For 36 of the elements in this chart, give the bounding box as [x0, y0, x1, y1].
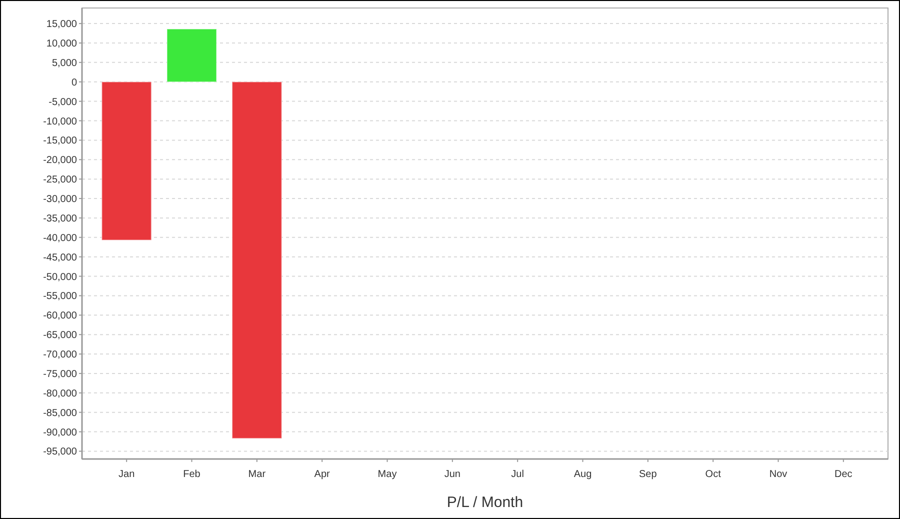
x-tick-label: Sep: [639, 469, 658, 480]
y-tick-label: -5,000: [48, 96, 78, 108]
x-tick-label: May: [378, 469, 397, 480]
y-tick-label: -95,000: [43, 446, 78, 458]
y-tick-label: -75,000: [43, 368, 78, 380]
x-tick-label: Jun: [444, 469, 460, 480]
y-tick-label: -15,000: [43, 136, 78, 147]
y-tick-label: -65,000: [43, 330, 78, 342]
y-tick-label: 5,000: [52, 58, 78, 69]
y-tick-label: -70,000: [43, 350, 78, 361]
y-tick-label: -20,000: [43, 155, 78, 166]
y-tick-label: -55,000: [43, 291, 78, 302]
y-tick-label: 10,000: [46, 38, 78, 50]
y-tick-label: -10,000: [43, 116, 78, 128]
y-tick-label: -40,000: [43, 232, 78, 244]
y-tick-label: -90,000: [43, 427, 78, 438]
y-tick-label: -25,000: [43, 174, 78, 186]
x-tick-label: Oct: [705, 469, 722, 480]
x-tick-label: Feb: [183, 469, 201, 480]
y-tick-label: 15,000: [46, 19, 78, 30]
x-tick-label: Aug: [574, 469, 592, 480]
y-tick-label: -45,000: [43, 252, 78, 264]
y-tick-label: -60,000: [43, 310, 78, 322]
x-tick-label: Apr: [314, 469, 331, 480]
y-tick-label: -80,000: [43, 388, 78, 400]
x-tick-label: Dec: [834, 469, 852, 480]
x-tick-label: Mar: [248, 469, 266, 480]
x-tick-label: Jul: [511, 469, 524, 480]
x-axis-title: P/L / Month: [446, 494, 524, 511]
y-tick-label: 0: [71, 77, 78, 88]
y-tick-label: -35,000: [43, 213, 78, 224]
y-tick-label: -85,000: [43, 408, 78, 419]
y-tick-label: -30,000: [43, 194, 78, 206]
x-tick-label: Nov: [769, 469, 788, 480]
x-tick-label: Jan: [118, 469, 135, 480]
y-tick-label: -50,000: [43, 272, 78, 283]
